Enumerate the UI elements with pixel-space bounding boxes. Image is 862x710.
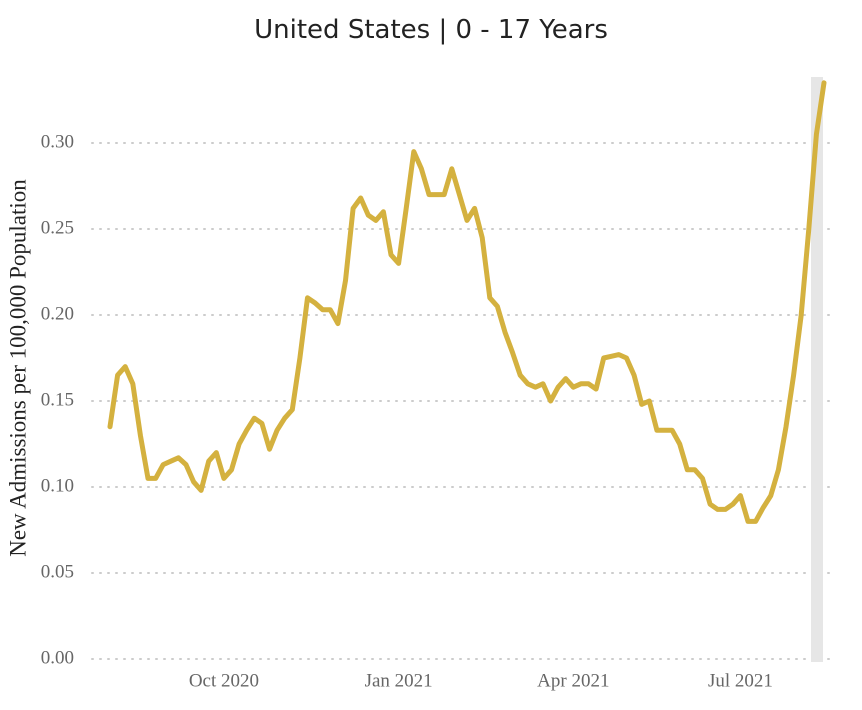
chart-title: United States | 0 - 17 Years [254, 15, 608, 45]
y-tick-label: 0.30 [41, 131, 74, 152]
hover-highlight [811, 77, 823, 662]
y-tick-label: 0.15 [41, 389, 74, 410]
y-tick-label: 0.00 [41, 647, 74, 668]
y-axis-label: New Admissions per 100,000 Population [5, 179, 30, 557]
x-tick-label: Oct 2020 [189, 670, 259, 691]
x-tick-label: Jul 2021 [708, 670, 773, 691]
y-tick-label: 0.25 [41, 217, 74, 238]
x-tick-label: Apr 2021 [537, 670, 609, 691]
x-tick-label: Jan 2021 [365, 670, 433, 691]
y-tick-label: 0.05 [41, 561, 74, 582]
y-tick-label: 0.10 [41, 475, 74, 496]
data-line [107, 80, 827, 524]
y-tick-label: 0.20 [41, 303, 74, 324]
